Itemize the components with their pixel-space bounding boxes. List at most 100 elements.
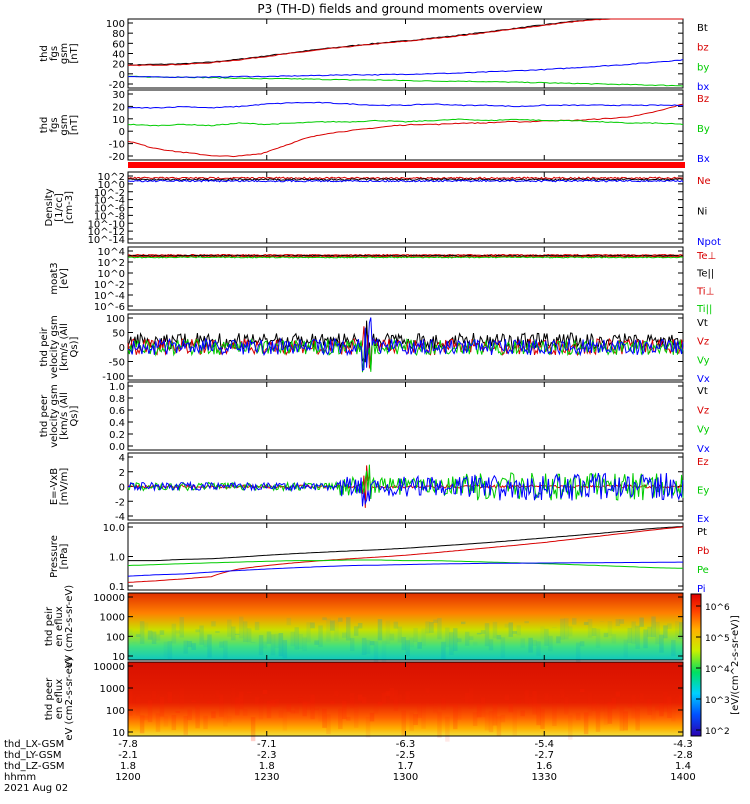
- spectrogram-texture: [540, 626, 544, 639]
- y-tick-label: 1000: [100, 684, 125, 695]
- spectrogram-texture: [255, 622, 259, 630]
- colorbar-tick-label: 10^3: [705, 696, 730, 706]
- spectrogram-texture: [465, 693, 469, 703]
- y-tick-label: 50: [112, 329, 125, 340]
- spectrogram-texture: [314, 708, 318, 710]
- spectrogram-texture: [413, 714, 417, 725]
- spectrogram-texture: [528, 697, 532, 707]
- y-tick-label: -4: [115, 512, 125, 523]
- y-tick-label: 30: [112, 90, 125, 101]
- spectrogram-texture: [136, 634, 140, 637]
- y-tick-label: 100: [106, 314, 125, 325]
- spectrogram-texture: [524, 621, 528, 623]
- series-line: [128, 473, 683, 506]
- spectrogram-texture: [509, 622, 513, 636]
- colorbar-tick-label: 10^4: [705, 665, 730, 675]
- y-axis-label: Pressure[nPa]: [49, 535, 70, 578]
- spectrogram-texture: [624, 640, 628, 658]
- spectrogram-texture: [215, 689, 219, 697]
- y-tick-label: 1000: [100, 613, 125, 624]
- spectrogram-texture: [441, 642, 445, 659]
- spectrogram-texture: [528, 638, 532, 653]
- spectrogram-texture: [493, 704, 497, 726]
- spectrogram-texture: [548, 636, 552, 651]
- spectrogram-texture: [398, 627, 402, 643]
- spectrogram-texture: [326, 619, 330, 642]
- y-tick-label: 0: [119, 483, 125, 494]
- spectrogram-texture: [283, 640, 287, 658]
- spectrogram-texture: [620, 619, 624, 624]
- date-label: 2021 Aug 02: [4, 783, 68, 794]
- legend-entry: By: [697, 124, 710, 135]
- spectrogram-texture: [453, 705, 457, 730]
- legend-entry: Ne: [697, 176, 711, 187]
- spectrogram-texture: [390, 634, 394, 641]
- spectrogram-texture: [449, 704, 453, 706]
- legend-entry: Vz: [697, 337, 709, 348]
- spectrogram-texture: [655, 706, 659, 710]
- spectrogram-texture: [453, 628, 457, 651]
- spectrogram-texture: [564, 697, 568, 715]
- spectrogram-texture: [671, 707, 675, 722]
- spectrogram-texture: [639, 693, 643, 701]
- spectrogram-texture: [187, 710, 191, 720]
- spectrogram-texture: [378, 619, 382, 640]
- spectrogram-texture: [259, 635, 263, 655]
- spectrogram-texture: [207, 701, 211, 704]
- time-axis-value: -5.4: [534, 739, 554, 750]
- series-line: [128, 119, 683, 126]
- spectrogram-texture: [267, 701, 271, 718]
- spectrogram-texture: [588, 619, 592, 637]
- spectrogram-texture: [314, 640, 318, 644]
- spectrogram-texture: [184, 641, 188, 654]
- spectrogram-texture: [497, 635, 501, 639]
- quality-flag-bar: [128, 162, 685, 168]
- spectrogram-texture: [306, 702, 310, 710]
- y-tick-label: 100: [106, 706, 125, 717]
- legend-entry: Te⊥: [696, 251, 716, 262]
- spectrogram-texture: [620, 706, 624, 731]
- spectrogram-texture: [235, 634, 239, 635]
- spectrogram-texture: [156, 634, 160, 640]
- y-tick-label: 10^-14: [88, 235, 125, 246]
- spectrogram-texture: [199, 625, 203, 644]
- spectrogram-texture: [172, 715, 176, 730]
- spectrogram-texture: [239, 692, 243, 710]
- colorbar-label: [eV/(cm^2-s-sr-eV)]: [730, 615, 741, 715]
- spectrogram-texture: [501, 637, 505, 658]
- legend-entry: Pe: [697, 565, 709, 576]
- spectrogram-texture: [140, 621, 144, 644]
- spectrogram-texture: [513, 710, 517, 736]
- spectrogram-texture: [600, 699, 604, 711]
- legend-entry: Vt: [697, 386, 708, 397]
- spectrogram-texture: [144, 716, 148, 720]
- legend-entry: Ey: [697, 486, 709, 497]
- legend-entry: Ez: [697, 457, 709, 468]
- spectrogram-texture: [342, 633, 346, 638]
- spectrogram-texture: [445, 628, 449, 648]
- time-axis-value: -2.1: [118, 750, 138, 761]
- spectrogram-texture: [279, 711, 283, 718]
- time-axis-value: -7.1: [257, 739, 277, 750]
- y-tick-label: 4: [119, 453, 125, 464]
- spectrogram-texture: [176, 630, 180, 633]
- spectrogram-texture: [485, 713, 489, 731]
- spectrogram-texture: [148, 631, 152, 640]
- panel-frame: [128, 172, 683, 243]
- spectrogram-texture: [362, 638, 366, 655]
- spectrogram-texture: [663, 691, 667, 711]
- time-axis-value: 1300: [393, 772, 418, 783]
- spectrogram-texture: [461, 622, 465, 624]
- spectrogram-texture: [152, 691, 156, 700]
- y-tick-label: -20: [109, 152, 125, 163]
- y-tick-label: 0: [119, 343, 125, 354]
- spectrogram-texture: [398, 694, 402, 700]
- time-axis-value: -4.3: [673, 739, 693, 750]
- y-axis-label: thdfgsgsm[nT]: [39, 43, 80, 64]
- spectrogram-texture: [358, 623, 362, 628]
- y-axis-label: thdfgsgsm[nT]: [39, 114, 80, 135]
- spectrogram-texture: [386, 621, 390, 644]
